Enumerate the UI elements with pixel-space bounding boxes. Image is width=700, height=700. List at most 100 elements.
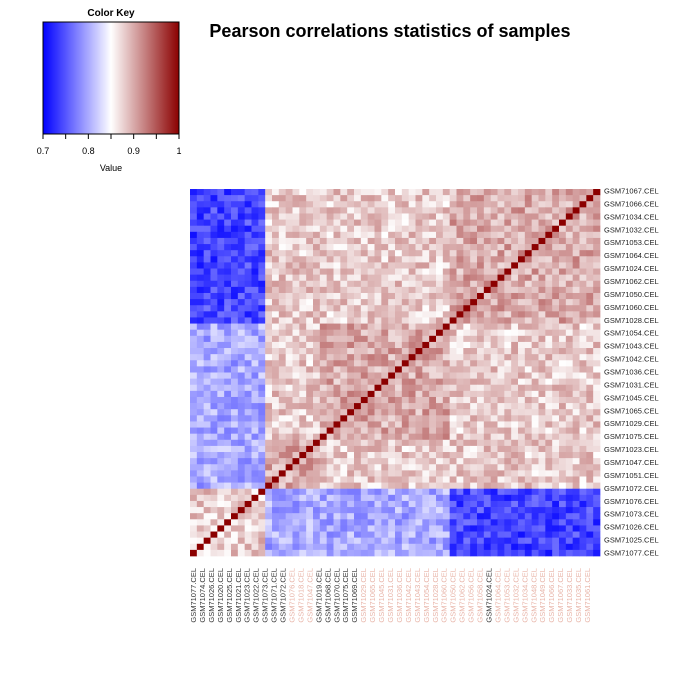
heatmap-cell bbox=[360, 543, 369, 551]
heatmap-cell bbox=[524, 225, 533, 233]
heatmap-cell bbox=[237, 323, 246, 331]
heatmap-cell bbox=[388, 543, 396, 551]
heatmap-cell bbox=[463, 537, 471, 545]
heatmap-cell bbox=[299, 396, 307, 404]
heatmap-cell bbox=[524, 286, 533, 294]
heatmap-cell bbox=[388, 415, 396, 422]
heatmap-cell bbox=[415, 250, 423, 257]
heatmap-cell bbox=[210, 525, 218, 532]
heatmap-cell bbox=[531, 500, 539, 508]
heatmap-cell bbox=[237, 488, 246, 496]
heatmap-cell bbox=[278, 396, 287, 404]
heatmap-cell bbox=[388, 323, 396, 331]
heatmap-cell bbox=[231, 519, 239, 526]
heatmap-cell bbox=[415, 500, 423, 508]
heatmap-cell bbox=[313, 390, 321, 398]
heatmap-cell bbox=[442, 348, 451, 355]
heatmap-cell bbox=[518, 433, 526, 441]
heatmap-cell bbox=[490, 409, 498, 416]
heatmap-cell bbox=[579, 494, 587, 502]
heatmap-cell bbox=[415, 421, 423, 428]
heatmap-cell bbox=[285, 452, 293, 459]
heatmap-cell bbox=[237, 274, 246, 282]
heatmap-cell bbox=[292, 348, 300, 355]
heatmap-cell bbox=[367, 409, 375, 416]
heatmap-cell bbox=[463, 482, 471, 490]
heatmap-cell bbox=[340, 500, 348, 508]
heatmap-cell bbox=[224, 409, 232, 416]
heatmap-cell bbox=[483, 323, 492, 331]
heatmap-cell bbox=[306, 201, 314, 208]
heatmap-cell bbox=[565, 476, 574, 483]
heatmap-cell bbox=[231, 323, 239, 331]
heatmap-cell bbox=[367, 464, 375, 471]
heatmap-cell bbox=[531, 396, 539, 404]
heatmap-cell bbox=[340, 537, 348, 545]
heatmap-cell bbox=[285, 244, 293, 251]
color-key-title: Color Key bbox=[87, 8, 135, 19]
heatmap-cell bbox=[237, 225, 246, 233]
heatmap-cell bbox=[538, 390, 546, 398]
heatmap-cell bbox=[190, 476, 198, 483]
heatmap-cell bbox=[415, 256, 423, 263]
heatmap-cell bbox=[524, 335, 533, 343]
heatmap-cell bbox=[504, 384, 512, 392]
heatmap-cell bbox=[463, 213, 471, 220]
heatmap-cell bbox=[531, 219, 539, 227]
heatmap-cell bbox=[306, 384, 314, 392]
heatmap-cell bbox=[292, 513, 300, 520]
heatmap-cell bbox=[559, 507, 567, 514]
heatmap-cell bbox=[319, 317, 328, 324]
heatmap-cell bbox=[299, 549, 307, 557]
heatmap-cell bbox=[272, 329, 280, 337]
heatmap-cell bbox=[456, 452, 464, 459]
heatmap-cell bbox=[483, 543, 492, 551]
heatmap-cell bbox=[231, 225, 239, 233]
heatmap-cell bbox=[497, 396, 505, 404]
heatmap-cell bbox=[347, 396, 355, 404]
heatmap-cell bbox=[381, 341, 389, 349]
heatmap-cell bbox=[545, 543, 553, 551]
heatmap-cell bbox=[388, 366, 396, 373]
heatmap-cell bbox=[477, 409, 485, 416]
heatmap-cell bbox=[524, 396, 533, 404]
heatmap-cell bbox=[545, 366, 553, 373]
heatmap-cell bbox=[579, 488, 587, 496]
heatmap-cell bbox=[572, 507, 580, 514]
heatmap-cell bbox=[463, 452, 471, 459]
heatmap-cell bbox=[436, 329, 444, 337]
heatmap-cell bbox=[408, 531, 416, 538]
heatmap-cell bbox=[224, 268, 232, 275]
heatmap-cell bbox=[306, 464, 314, 471]
heatmap-cell bbox=[518, 464, 526, 471]
heatmap-cell bbox=[490, 244, 498, 251]
heatmap-cell bbox=[237, 525, 246, 532]
heatmap-cell bbox=[367, 360, 375, 367]
row-label: GSM71076.CEL bbox=[604, 497, 659, 506]
heatmap-cell bbox=[497, 189, 505, 196]
heatmap-cell bbox=[333, 464, 341, 471]
heatmap-cell bbox=[436, 409, 444, 416]
color-key-axis: 0.7 0.8 0.9 1 bbox=[37, 133, 182, 156]
heatmap-cell bbox=[231, 354, 239, 361]
heatmap-cell bbox=[565, 543, 574, 551]
heatmap-cell bbox=[381, 549, 389, 557]
heatmap-cell bbox=[333, 231, 341, 239]
heatmap-cell bbox=[210, 244, 218, 251]
heatmap-cell bbox=[565, 219, 574, 227]
heatmap-cell bbox=[463, 409, 471, 416]
heatmap-cell bbox=[579, 433, 587, 441]
heatmap-cell bbox=[518, 311, 526, 318]
heatmap-cell bbox=[511, 341, 519, 349]
heatmap-cell bbox=[442, 231, 451, 239]
heatmap-cell bbox=[579, 470, 587, 477]
heatmap-cell bbox=[224, 195, 232, 202]
heatmap-cell bbox=[559, 225, 567, 233]
heatmap-cell bbox=[408, 280, 416, 288]
heatmap-cell bbox=[449, 543, 457, 551]
heatmap-cell bbox=[463, 507, 471, 514]
heatmap-cell bbox=[333, 458, 341, 465]
heatmap-cell bbox=[422, 488, 430, 496]
heatmap-cell bbox=[531, 250, 539, 257]
heatmap-cell bbox=[231, 507, 239, 514]
